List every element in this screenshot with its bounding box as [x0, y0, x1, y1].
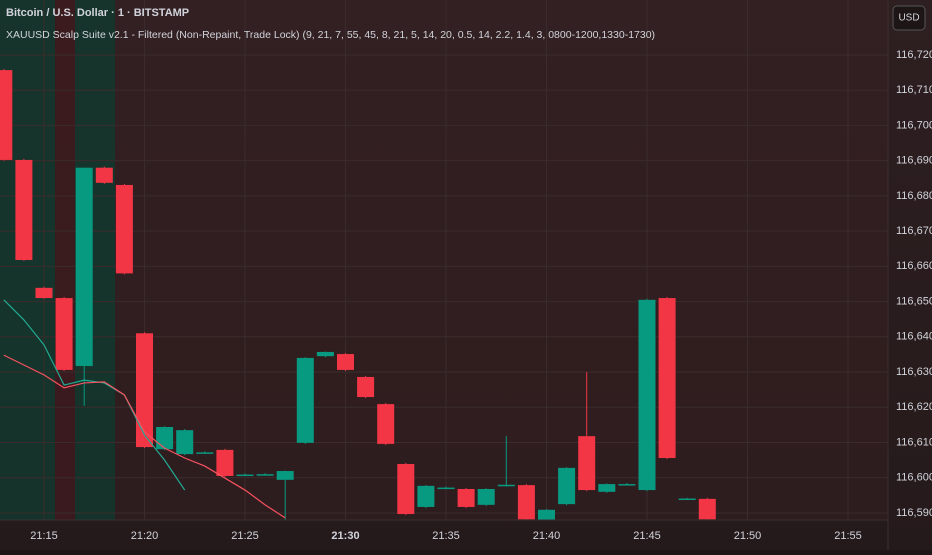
- candle-body: [236, 474, 254, 477]
- candle-body: [437, 487, 455, 490]
- candle-body: [15, 159, 33, 260]
- candle-body: [115, 184, 133, 274]
- candle-body: [276, 471, 294, 480]
- x-tick-label: 21:30: [331, 530, 359, 542]
- candle-body: [497, 484, 515, 487]
- currency-label[interactable]: USD: [898, 13, 919, 24]
- candle-body: [618, 484, 636, 486]
- candle-body: [136, 333, 153, 448]
- x-tick-label: 21:20: [131, 530, 159, 542]
- candle-body: [156, 426, 174, 450]
- y-tick-label: 116,670: [896, 225, 932, 237]
- y-tick-label: 116,660: [896, 260, 932, 272]
- axes: 116,590 116,600 116,610 116,620 116,630 116,6…: [30, 49, 932, 542]
- y-tick-label: 116,680: [896, 190, 932, 202]
- candle-body: [0, 70, 13, 160]
- candle-body: [357, 376, 375, 398]
- candle-body: [578, 436, 596, 491]
- zone-shade: [55, 0, 75, 520]
- candle-body: [296, 357, 314, 443]
- x-tick-label: 21:40: [533, 530, 561, 542]
- x-tick-label: 21:50: [734, 530, 762, 542]
- overlay-line: [3, 299, 186, 491]
- y-tick-label: 116,700: [896, 119, 932, 131]
- y-tick-label: 116,620: [896, 401, 932, 413]
- candle-body: [678, 498, 696, 501]
- candle-body: [638, 299, 656, 491]
- y-tick-label: 116,610: [896, 436, 932, 448]
- y-tick-label: 116,650: [896, 295, 932, 307]
- plot: [0, 69, 716, 520]
- y-tick-label: 116,630: [896, 366, 932, 378]
- candle-body: [316, 351, 334, 357]
- candle-body: [337, 354, 354, 370]
- y-tick-label: 116,640: [896, 331, 932, 343]
- candle-body: [457, 488, 475, 507]
- candle-body: [397, 463, 415, 515]
- y-tick-label: 116,600: [896, 472, 932, 484]
- x-tick-label: 21:35: [432, 530, 460, 542]
- candle-body: [95, 167, 113, 183]
- overlay-line: [3, 354, 286, 519]
- candle-body: [477, 488, 495, 505]
- candle-body: [176, 430, 194, 455]
- candle-body: [55, 298, 73, 370]
- candle-body: [538, 509, 555, 520]
- indicator-label: XAUUSD Scalp Suite v2.1 - Filtered (Non-…: [6, 29, 655, 41]
- y-tick-label: 116,590: [896, 507, 932, 519]
- candle-body: [658, 298, 676, 458]
- candle-body: [196, 452, 214, 454]
- currency-button[interactable]: [892, 5, 926, 31]
- candle-body: [598, 484, 616, 492]
- x-tick-label: 21:55: [834, 530, 862, 542]
- y-tick-label: 116,690: [896, 155, 932, 167]
- candle-body: [417, 485, 435, 507]
- candle-body: [256, 474, 274, 476]
- x-tick-label: 21:15: [30, 530, 58, 542]
- grid: [0, 0, 888, 520]
- y-tick-label: 116,710: [896, 84, 932, 96]
- x-tick-label: 21:45: [633, 530, 661, 542]
- x-tick-label: 21:25: [231, 530, 259, 542]
- y-tick-label: 116,720: [896, 49, 932, 61]
- candle-body: [698, 498, 716, 520]
- candle-body: [216, 449, 234, 476]
- symbol-title: Bitcoin / U.S. Dollar · 1 · BITSTAMP: [6, 7, 189, 19]
- candle-body: [558, 467, 576, 505]
- candle-body: [517, 485, 535, 520]
- candle-body: [75, 167, 93, 367]
- candle-body: [35, 287, 53, 299]
- candle-body: [377, 404, 395, 444]
